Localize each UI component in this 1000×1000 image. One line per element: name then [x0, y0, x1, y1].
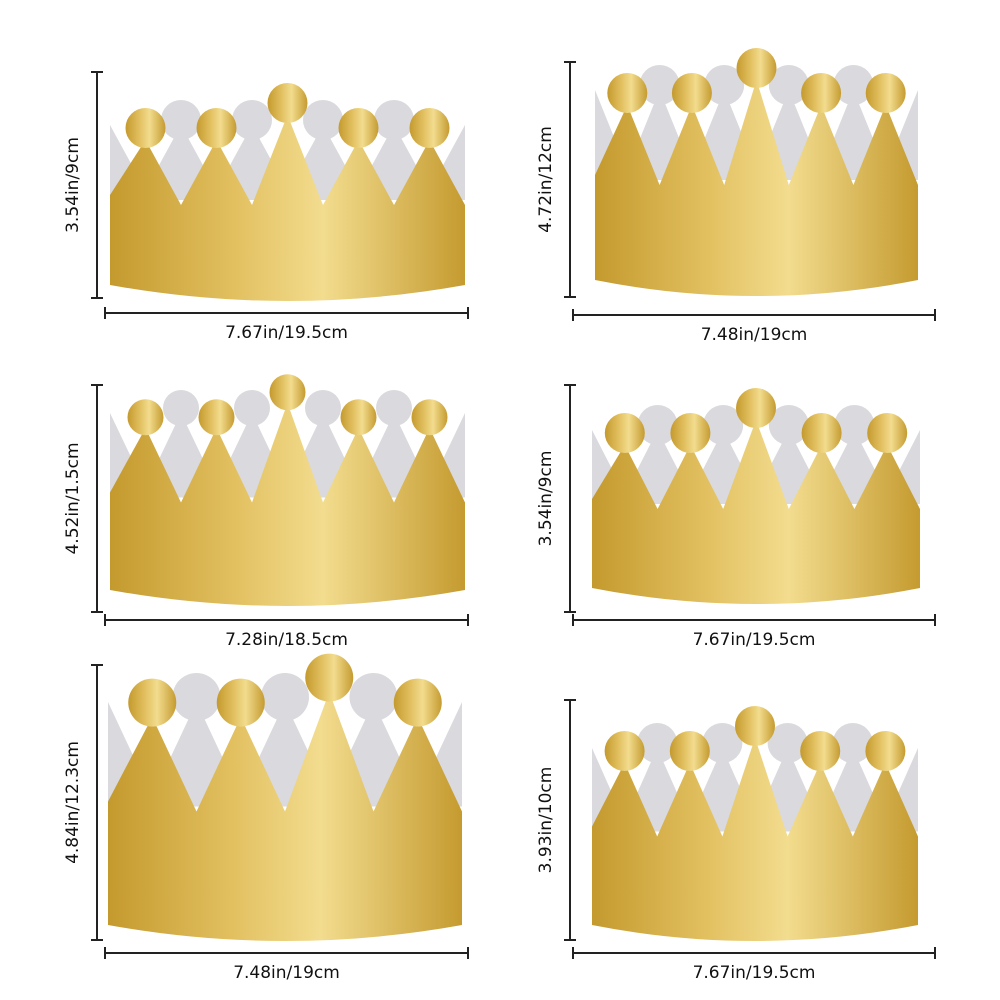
crown-ball — [670, 413, 711, 453]
height-label: 4.72in/12cm — [536, 126, 556, 233]
crown-back-ball — [232, 100, 272, 140]
crown-ball — [411, 399, 448, 436]
crown-ball — [393, 678, 442, 727]
crown-back-ball — [704, 65, 745, 105]
crown-back-ball — [768, 65, 809, 105]
height-label: 4.52in/1.5cm — [63, 442, 83, 554]
crown-ball — [340, 399, 377, 436]
crown-ball — [669, 731, 710, 771]
crown-back-ball — [833, 65, 874, 105]
crown-back-ball — [234, 390, 270, 426]
crown-front — [108, 692, 462, 941]
crown-ball — [607, 73, 648, 113]
width-label: 7.48in/19cm — [233, 963, 340, 983]
width-label: 7.48in/19cm — [701, 325, 808, 345]
crown-ball — [865, 731, 906, 771]
crown-back-ball — [767, 723, 808, 763]
crown-panel: 4.72in/12cm 7.48in/19cm — [536, 48, 936, 345]
crown-ball — [198, 399, 235, 436]
crown-ball — [736, 388, 776, 428]
width-label: 7.67in/19.5cm — [693, 963, 816, 983]
crown-front — [592, 738, 918, 941]
crown-ball — [736, 48, 777, 88]
crown-panel: 4.52in/1.5cm 7.28in/18.5cm — [63, 374, 469, 650]
crown-ball — [735, 706, 775, 746]
crown-back-ball — [305, 390, 341, 426]
crown-back-ball — [303, 100, 343, 140]
crown-back-ball — [768, 405, 809, 445]
crown-back-ball — [161, 100, 201, 140]
crown-panel: 3.54in/9cm 7.67in/19.5cm — [536, 384, 936, 650]
crown-back-ball — [374, 100, 414, 140]
crown-front — [592, 420, 920, 604]
crown-ball — [196, 108, 237, 148]
crown-front — [110, 403, 465, 606]
height-label: 4.84in/12.3cm — [63, 741, 83, 864]
crown-ball — [867, 413, 908, 453]
height-label: 3.54in/9cm — [63, 137, 83, 233]
width-label: 7.67in/19.5cm — [225, 323, 348, 343]
crown-ball — [801, 413, 842, 453]
crown-ball — [604, 731, 645, 771]
crown-back-ball — [349, 673, 398, 721]
crown-back-ball — [702, 723, 743, 763]
height-label: 3.54in/9cm — [536, 451, 556, 547]
width-label: 7.67in/19.5cm — [693, 630, 816, 650]
crown-back-ball — [637, 405, 678, 445]
height-label: 3.93in/10cm — [536, 767, 556, 874]
crown-back-ball — [832, 723, 873, 763]
crown-panel: 3.54in/9cm 7.67in/19.5cm — [63, 71, 469, 343]
crown-back-ball — [637, 723, 678, 763]
crown-ball — [409, 108, 450, 148]
crown-back-ball — [163, 390, 199, 426]
crown-ball — [125, 108, 166, 148]
crown-back — [108, 702, 462, 807]
crown-ball — [800, 731, 841, 771]
crown-back-ball — [261, 673, 309, 721]
crown-ball — [865, 73, 906, 113]
crown-ball — [801, 73, 842, 113]
crown-ball — [269, 374, 306, 411]
crown-back-ball — [703, 405, 744, 445]
crown-panel: 3.93in/10cm 7.67in/19.5cm — [536, 699, 936, 983]
crown-back-ball — [172, 673, 221, 721]
crown-ball — [305, 653, 354, 702]
crown-ball — [604, 413, 645, 453]
crown-front — [595, 80, 918, 296]
crown-ball — [128, 678, 177, 727]
crown-back-ball — [834, 405, 875, 445]
crown-back-ball — [376, 390, 412, 426]
crown-ball — [267, 83, 308, 123]
crown-back-ball — [639, 65, 680, 105]
crown-front — [110, 115, 465, 301]
crown-ball — [671, 73, 712, 113]
crown-ball — [338, 108, 379, 148]
width-label: 7.28in/18.5cm — [225, 630, 348, 650]
crown-panel: 4.84in/12.3cm 7.48in/19cm — [63, 653, 469, 983]
crown-ball — [127, 399, 164, 436]
crown-ball — [216, 678, 265, 727]
